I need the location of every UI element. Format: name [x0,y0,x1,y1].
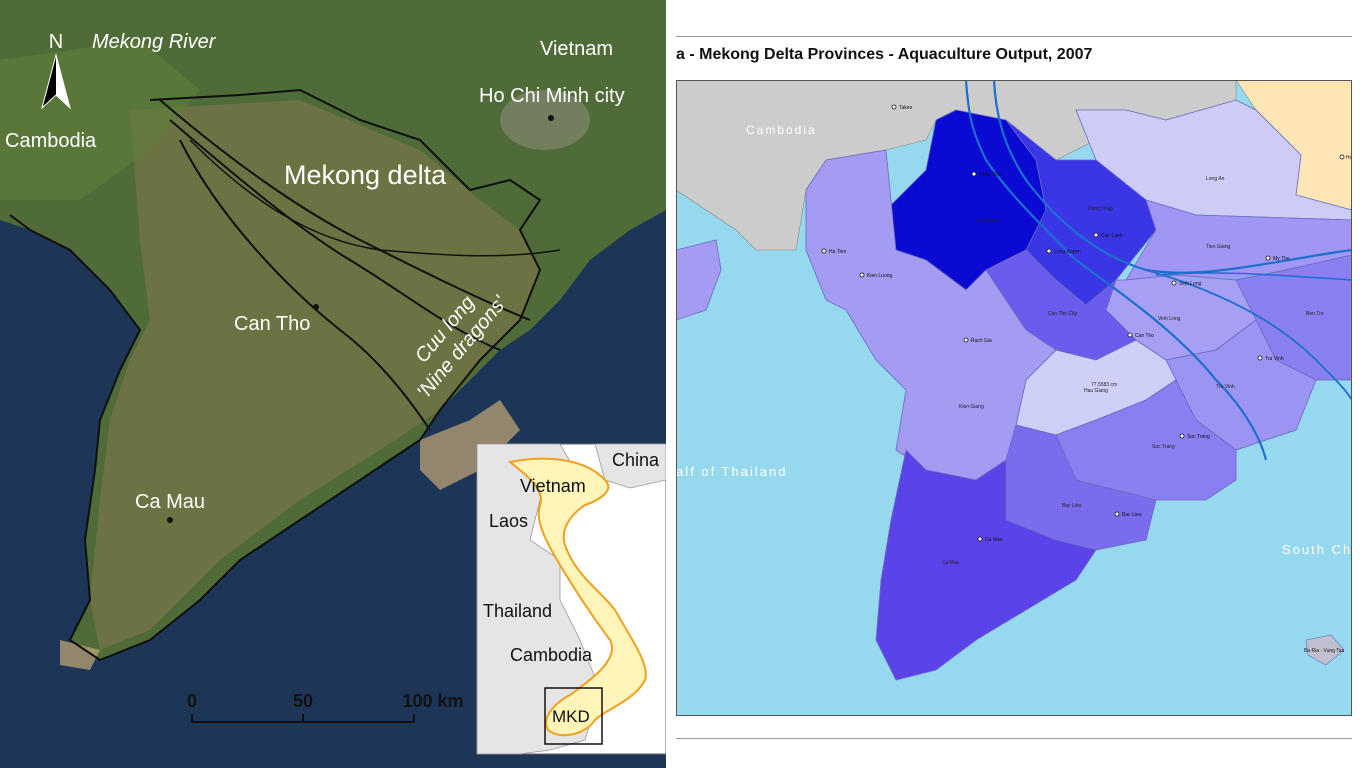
vung-tau-island [1305,634,1345,666]
inset-laos-label: Laos [489,511,528,531]
label-hau-giang: Hau Giang [1084,388,1108,394]
city-my-tho: My Tho [1273,256,1290,262]
river-bassac [964,80,1268,461]
label-kien-giang: Kien Giang [959,404,984,410]
map-title: a - Mekong Delta Provinces - Aquaculture… [676,46,1093,63]
label-dong-thap: Dong Thap [1088,206,1113,212]
city-vinh-long: Vinh Long [1179,281,1202,287]
label-soc-trang: Soc Trang [1152,444,1175,450]
inset-map: China Vietnam Laos Thailand Cambodia MKD [476,443,666,755]
province-ca-mau [875,449,1097,681]
inset-mkd-box [544,687,603,745]
label-an-giang: An Giang [978,218,999,224]
can-tho-label: Can Tho [234,313,310,335]
ca-mau-label: Ca Mau [135,491,205,513]
city-takeo: Takeo [899,105,913,111]
river-branch-4 [189,139,561,257]
scale-tick-0: 0 [187,691,197,711]
hcm-city-dot [548,115,554,121]
vietnam-label: Vietnam [540,38,613,60]
province-map: Cambodia alf of Thailand South Ch Long A… [676,80,1352,716]
inset-mkd-label: MKD [552,707,590,726]
city-ho: Ho [1346,155,1352,161]
city-tra-vinh: Tra Vinh [1265,356,1284,362]
region-cambodia-label: Cambodia [746,123,817,137]
inset-vietnam-label: Vietnam [520,476,586,496]
river-branch-1 [159,99,531,321]
city-ha-tien: Ha Tien [829,249,846,255]
ca-mau-dot [167,517,173,523]
sediment-plume-south [60,640,100,670]
phu-quoc-island [676,239,722,321]
delta-area [90,100,540,650]
scale-bar: 0 50 100 km [187,691,464,723]
label-tien-giang: Tien Giang [1206,244,1230,250]
city-long-xuyen: Long Xuyen [1054,249,1081,255]
can-tho-dot [313,304,319,310]
region-gulf-label: alf of Thailand [676,464,787,479]
city-rach-gia: Rach Gia [971,338,992,344]
delta-boundary [9,88,542,662]
label-tra-vinh: Tra Vinh [1216,384,1235,390]
measure-label: 77.5583 cm [1091,382,1117,388]
inset-thailand-label: Thailand [483,601,552,621]
city-chau-doc: Chau Doc [979,172,1002,178]
river-branch-south [1145,269,1352,401]
label-long-an: Long An [1206,176,1225,182]
mekong-delta-label: Mekong delta [284,160,447,190]
river-branch-mid [1155,272,1352,281]
inset-cambodia-label: Cambodia [510,645,593,665]
city-soc-trang: Soc Trang [1187,434,1210,440]
river-branch-2 [169,119,501,351]
label-ca-mau: Ca Mau [942,560,960,566]
region-south-china-label: South Ch [1282,542,1352,557]
bottom-rule [676,738,1352,739]
inset-china [594,443,666,489]
mekong-river-label: Mekong River [92,31,217,53]
scale-tick-100: 100 km [402,691,463,711]
label-can-tho-city: Can Tho City [1048,311,1078,317]
satellite-map: N Mekong River Vietnam Ho Chi Minh city … [0,0,666,768]
north-arrow-label: N [49,31,63,53]
satellite-map-panel: N Mekong River Vietnam Ho Chi Minh city … [0,0,666,768]
thematic-map-panel: a - Mekong Delta Provinces - Aquaculture… [666,0,1366,768]
label-ben-tre: Ben Tre [1306,311,1324,317]
city-bac-lieu: Bac Lieu [1122,512,1142,518]
city-vung-tau: Ba Ria - Vung Tau [1304,648,1345,654]
cambodia-label: Cambodia [5,130,97,152]
city-cao-lanh: Cao Lanh [1101,233,1123,239]
scale-tick-50: 50 [293,691,313,711]
inset-vietnam [507,457,647,737]
inset-china-label: China [612,450,660,470]
sediment-plume [420,400,520,490]
city-ca-mau: Ca Mau [985,537,1003,543]
hcm-city-label: Ho Chi Minh city [479,85,625,107]
city-markers: Takeo Chau Doc Cao Lanh Long Xuyen Ha Ti… [821,104,1352,666]
map-frame [676,80,1352,716]
top-rule [676,36,1352,37]
hcm-urban-area [500,90,590,150]
label-bac-lieu: Bac Lieu [1062,503,1082,509]
river-branch-3 [179,139,431,431]
city-can-tho: Can Tho [1135,333,1154,339]
label-vinh-long: Vinh Long [1158,316,1181,322]
city-kien-luong: Kien Luong [867,273,893,279]
river-mekong [992,80,1352,274]
north-arrow: N [41,31,71,110]
